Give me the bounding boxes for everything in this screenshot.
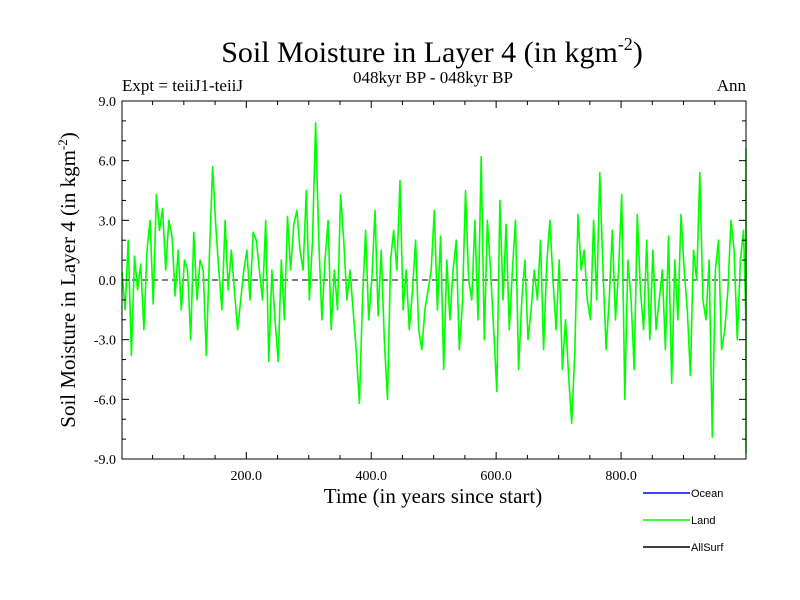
expt-label: Expt = teiiJ1-teiiJ <box>122 76 243 95</box>
x-tick-label: 400.0 <box>355 469 387 484</box>
legend-label-ocean: Ocean <box>691 488 723 500</box>
y-tick-label: 9.0 <box>99 95 117 110</box>
season-label: Ann <box>717 76 747 95</box>
y-tick-label: 6.0 <box>99 155 117 170</box>
y-tick-label: -6.0 <box>94 393 116 408</box>
legend-label-land: Land <box>691 515 715 527</box>
y-tick-label: -3.0 <box>94 334 116 349</box>
x-tick-label: 600.0 <box>480 469 512 484</box>
x-tick-label: 800.0 <box>605 469 637 484</box>
tick-labels: -9.0 -6.0 -3.0 0.0 3.0 6.0 9.0 200.0 400.0 600.0 8… <box>94 95 637 484</box>
series-line-land <box>121 122 747 454</box>
y-tick-label: 3.0 <box>99 214 117 229</box>
x-tick-label: 200.0 <box>231 469 263 484</box>
legend: Ocean Land AllSurf <box>643 488 724 554</box>
plot-frame <box>121 100 747 460</box>
x-axis-label: Time (in years since start) <box>324 484 543 508</box>
y-tick-label: 0.0 <box>99 274 117 289</box>
chart-title: Soil Moisture in Layer 4 (in kgm-2) <box>221 34 643 69</box>
y-tick-label: -9.0 <box>94 453 116 468</box>
chart-subtitle: 048kyr BP - 048kyr BP <box>353 68 513 87</box>
series-layer <box>121 122 747 454</box>
y-axis-label: Soil Moisture in Layer 4 (in kgm-2) <box>55 132 80 427</box>
legend-label-allsurf: AllSurf <box>691 542 724 554</box>
